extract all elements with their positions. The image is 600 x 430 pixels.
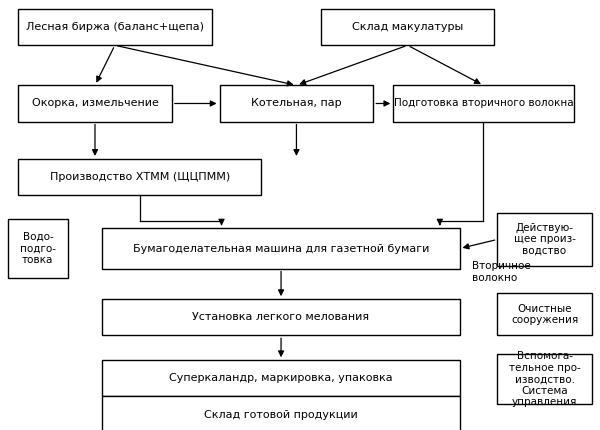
FancyBboxPatch shape — [103, 396, 460, 430]
FancyBboxPatch shape — [497, 293, 592, 335]
Text: Действую-
щее произ-
водство: Действую- щее произ- водство — [514, 223, 575, 256]
Text: Котельная, пар: Котельная, пар — [251, 98, 342, 108]
Text: Установка легкого мелования: Установка легкого мелования — [193, 312, 370, 322]
Text: Склад макулатуры: Склад макулатуры — [352, 22, 463, 32]
Text: Вторичное
волокно: Вторичное волокно — [472, 261, 530, 283]
FancyBboxPatch shape — [220, 85, 373, 122]
Text: Суперкаландр, маркировка, упаковка: Суперкаландр, маркировка, упаковка — [169, 373, 393, 383]
FancyBboxPatch shape — [103, 228, 460, 269]
FancyBboxPatch shape — [18, 159, 261, 195]
FancyBboxPatch shape — [8, 219, 68, 278]
FancyBboxPatch shape — [393, 85, 574, 122]
Text: Подготовка вторичного волокна: Подготовка вторичного волокна — [394, 98, 574, 108]
FancyBboxPatch shape — [497, 213, 592, 266]
Text: Лесная биржа (баланс+щепа): Лесная биржа (баланс+щепа) — [26, 22, 204, 32]
Text: Окорка, измельчение: Окорка, измельчение — [32, 98, 158, 108]
Text: Вспомога-
тельное про-
изводство.
Система
управления: Вспомога- тельное про- изводство. Систем… — [509, 351, 580, 408]
FancyBboxPatch shape — [103, 299, 460, 335]
FancyBboxPatch shape — [497, 354, 592, 404]
Text: Склад готовой продукции: Склад готовой продукции — [204, 409, 358, 420]
FancyBboxPatch shape — [103, 360, 460, 396]
Text: Бумагоделательная машина для газетной бумаги: Бумагоделательная машина для газетной бу… — [133, 243, 429, 254]
FancyBboxPatch shape — [321, 9, 494, 45]
Text: Водо-
подго-
товка: Водо- подго- товка — [20, 232, 56, 265]
Text: Производство ХТММ (ЩЦПММ): Производство ХТММ (ЩЦПММ) — [50, 172, 230, 182]
Text: Очистные
сооружения: Очистные сооружения — [511, 304, 578, 325]
FancyBboxPatch shape — [18, 9, 212, 45]
FancyBboxPatch shape — [18, 85, 172, 122]
